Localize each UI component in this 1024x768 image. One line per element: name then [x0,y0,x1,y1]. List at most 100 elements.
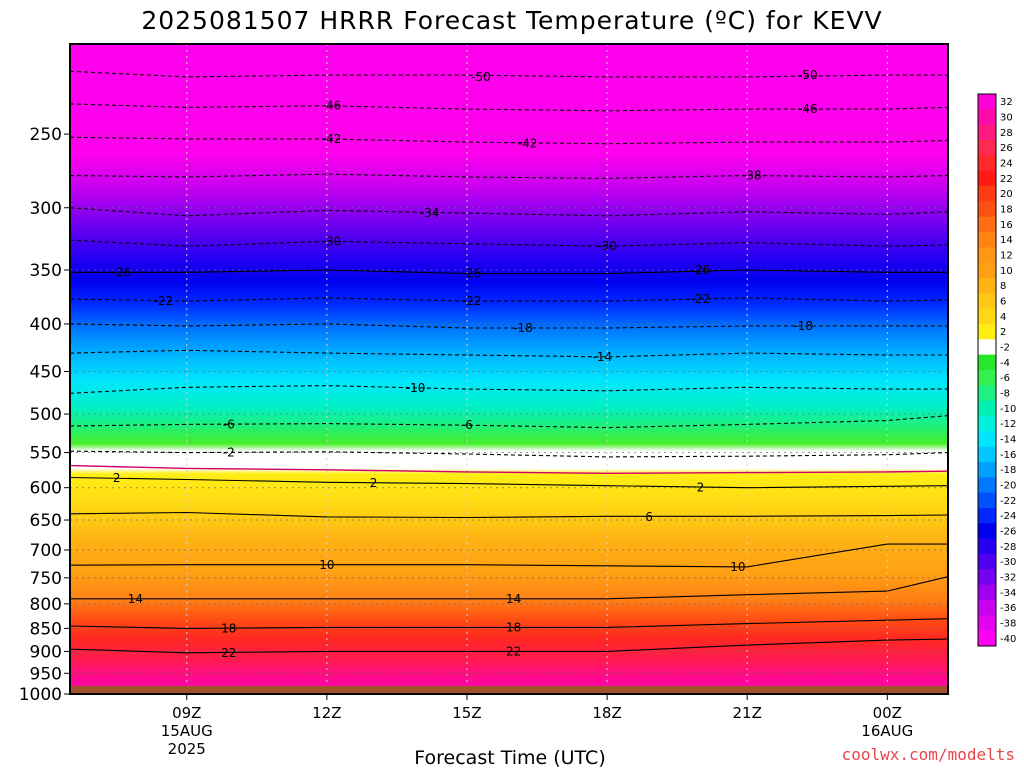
credit-text: coolwx.com/modelts [842,745,1015,764]
contour-2 [69,476,949,489]
contour-label-6-0: 6 [645,510,653,524]
colorbar-label--6: -6 [1000,373,1010,384]
contour-label-2-0: 2 [113,471,121,485]
contour--14 [69,349,948,358]
contour--34 [69,207,949,217]
colorbar-label--8: -8 [1000,389,1010,400]
colorbar-label-8: 8 [1000,281,1006,292]
xtick-label-00Z: 00Z [873,704,902,722]
ytick-label-850: 850 [30,619,62,639]
colorbar-label--4: -4 [1000,358,1010,369]
colorbar-swatch--4 [978,354,996,371]
colorbar-swatch-22 [978,170,996,187]
contour-label--42-0: -42 [322,132,342,146]
ytick-label-500: 500 [30,405,62,425]
contour-label-2-2: 2 [697,481,705,495]
colorbar-label--36: -36 [1000,603,1016,614]
colorbar-label-28: 28 [1000,128,1013,139]
ytick-label-750: 750 [30,569,62,589]
contour-label--26-0: -26 [112,265,132,279]
colorbar-label--32: -32 [1000,573,1016,584]
contour-10 [69,543,948,568]
colorbar-swatch-18 [978,201,996,218]
colorbar-swatch-24 [978,155,996,172]
colorbar-swatch--18 [978,462,996,478]
colorbar-label--40: -40 [1000,634,1016,645]
contour-label-14-0: 14 [128,592,143,606]
colorbar-label-24: 24 [1000,159,1013,170]
colorbar-label-30: 30 [1000,113,1013,124]
colorbar-label--38: -38 [1000,619,1016,630]
xtick-label-12Z: 12Z [312,704,341,722]
contour--26 [70,269,948,275]
contour-label--42-1: -42 [518,137,538,151]
colorbar-swatch--2 [978,339,996,356]
contour-label--38-0: -38 [742,169,762,183]
ytick-label-600: 600 [30,479,62,499]
colorbar-swatch--16 [978,446,996,463]
chart-title: 2025081507 HRRR Forecast Temperature (ºC… [141,6,882,35]
contour-label--14-0: -14 [593,350,613,364]
ytick-label-250: 250 [30,125,62,145]
xtick-label-18Z: 18Z [592,704,621,722]
x-axis-label: Forecast Time (UTC) [414,747,605,768]
xtick-label-15Z: 15Z [452,704,481,722]
contour-label-18-0: 18 [221,621,236,635]
ytick-label-800: 800 [30,595,62,615]
colorbar-label-22: 22 [1000,174,1013,185]
contour-18 [69,618,949,629]
ytick-label-400: 400 [30,315,62,335]
colorbar-swatch-4 [978,308,996,325]
colorbar-swatch--20 [978,477,996,494]
ytick-label-950: 950 [30,664,62,684]
contour-label--50-0: -50 [471,70,491,84]
contour-label--10-0: -10 [406,381,426,395]
colorbar-swatch--38 [978,615,996,632]
plot-frame [69,43,949,695]
contour-label--18-0: -18 [513,321,533,335]
ytick-label-900: 900 [30,642,62,662]
contour-label-10-1: 10 [730,560,745,574]
ytick-label-300: 300 [30,199,62,219]
xtick-year-09Z: 2025 [168,740,206,758]
contour-labels: -50 -50-46 -46-42 -42-38-34-30 -30-26 -26 -26-… [112,68,818,660]
ytick-label-550: 550 [30,444,62,464]
colorbar-swatch-30 [978,109,996,126]
contour--42 [69,136,949,145]
colorbar-swatch-2 [978,324,996,340]
colorbar-label--26: -26 [1000,527,1016,538]
contour-6 [69,511,949,519]
colorbar-label--22: -22 [1000,496,1016,507]
colorbar-swatch--8 [978,385,996,402]
ytick-label-450: 450 [30,363,62,383]
colorbar-swatch-10 [978,262,996,279]
contour--18 [69,323,948,329]
colorbar: 32 30 28 26 24 22 20 18 16 14 12 10 8 6 4 2 -2 -4 -6 -8 -10 -… [977,93,1016,647]
colorbar-label-32: 32 [1000,97,1013,108]
colorbar-swatch-8 [978,278,996,294]
contour-label--46-0: -46 [322,99,342,113]
colorbar-label--12: -12 [1000,419,1016,430]
contour-label--22-0: -22 [154,294,174,308]
colorbar-label-4: 4 [1000,312,1006,323]
contour-label--18-1: -18 [793,319,813,333]
contour--38 [69,173,949,179]
ytick-label-1000: 1000 [19,685,62,705]
colorbar-label-6: 6 [1000,297,1006,308]
pressure-axis: 250 300 350 400 450 500 550 600 650 700 750 800 850 9… [19,125,70,705]
contour--10 [69,385,948,394]
contour-22 [69,638,949,654]
colorbar-label-14: 14 [1000,235,1013,246]
colorbar-label-18: 18 [1000,205,1013,216]
colorbar-swatch--12 [978,416,996,432]
colorbar-swatch--36 [978,600,996,616]
contour-label--22-1: -22 [462,294,482,308]
ytick-label-650: 650 [30,511,62,531]
colorbar-label-12: 12 [1000,251,1013,262]
contour-0 [69,464,949,475]
colorbar-swatch--24 [978,508,996,524]
contour-14 [70,576,949,600]
colorbar-label-26: 26 [1000,143,1013,154]
colorbar-swatch--40 [978,630,996,647]
